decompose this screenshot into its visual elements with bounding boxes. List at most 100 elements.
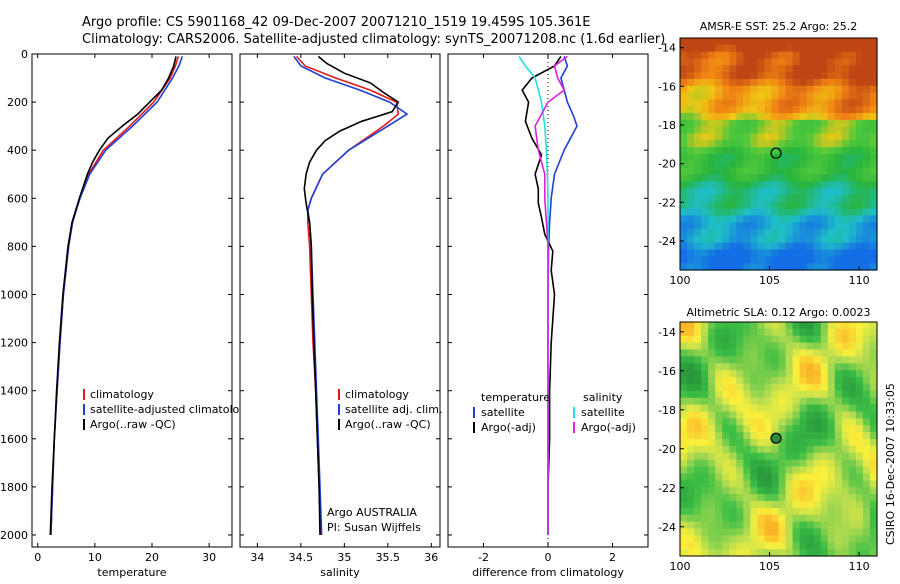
sla_map-cell: [799, 459, 808, 468]
sla_map-cell: [694, 383, 702, 392]
sst_map-cell: [862, 147, 871, 155]
sst_map-cell: [680, 188, 688, 196]
sla_map-cell: [813, 432, 822, 440]
sst_map-cell: [708, 38, 716, 46]
sla_map-cell: [855, 494, 864, 502]
sla_map-cell: [869, 473, 878, 481]
sla_map-cell: [715, 487, 723, 495]
sst_map-cell: [862, 126, 871, 135]
sla_map-cell: [869, 363, 878, 371]
sla_map-cell: [764, 452, 773, 461]
salinity-legend-label: climatology: [345, 388, 409, 401]
sla_map-cell: [715, 542, 723, 550]
sla_map-cell: [771, 322, 780, 330]
sla_map-cell: [834, 404, 843, 413]
sla_map-cell: [701, 349, 709, 358]
sla_map-cell: [862, 452, 871, 461]
sst_map-cell: [799, 256, 808, 264]
sst_map-cell: [687, 119, 695, 128]
sla_map-cell: [701, 473, 709, 481]
sst_map-cell: [736, 235, 744, 244]
sst_map-cell: [827, 263, 836, 271]
sst_map-cell: [715, 188, 723, 196]
sst_map-cell: [687, 44, 695, 53]
sla_map-cell: [820, 549, 829, 557]
sla_map-cell: [722, 542, 730, 550]
sla_map-cell: [806, 549, 815, 557]
sst_map-cell: [834, 140, 843, 148]
sst_map-cell: [750, 208, 758, 217]
sst_map-cell: [785, 119, 794, 128]
sst_map-cell: [799, 215, 808, 223]
sst_map-cell: [855, 160, 864, 169]
sst_map-cell: [785, 51, 794, 60]
sla_map-cell: [806, 411, 815, 419]
sst_map-cell: [869, 140, 878, 148]
sst_map-cell: [855, 194, 864, 203]
sla_map-cell: [799, 542, 808, 550]
sla_map-cell: [827, 487, 836, 495]
sst_map-cell: [680, 113, 688, 121]
temperature-xtick-label: 20: [145, 551, 159, 564]
sst_map-cell: [750, 160, 758, 169]
sst_map-ytick-label: -18: [658, 119, 676, 132]
sla_map-cell: [827, 363, 836, 371]
sst_map-cell: [827, 160, 836, 169]
sla_map-cell: [687, 500, 695, 509]
sla_map-cell: [680, 500, 688, 509]
sst_map-cell: [701, 194, 709, 203]
sst_map-cell: [750, 235, 758, 244]
sst_map-cell: [813, 119, 822, 128]
sla_map-cell: [785, 473, 794, 481]
sst_map-cell: [715, 194, 723, 203]
sst_map-cell: [694, 256, 702, 264]
sst_map-cell: [715, 174, 723, 182]
sst_map-cell: [687, 147, 695, 155]
sla_map-cell: [771, 425, 780, 433]
sla_map-cell: [799, 363, 808, 371]
sla_map-cell: [813, 473, 822, 481]
sla_map-cell: [834, 439, 843, 447]
sst_map-cell: [687, 65, 695, 73]
sla_map-cell: [694, 349, 702, 358]
sst_map-cell: [764, 208, 773, 217]
sla_map-cell: [848, 425, 857, 433]
sst_map-cell: [750, 140, 758, 148]
sla_map-cell: [820, 356, 829, 364]
sst_map-cell: [806, 242, 815, 251]
sst_map-cell: [729, 242, 737, 251]
sst_map-cell: [813, 256, 822, 264]
sst_map-cell: [820, 58, 829, 66]
sst_map-cell: [750, 229, 758, 237]
sla_map-cell: [869, 356, 878, 364]
sla_map-cell: [736, 452, 744, 461]
sst_map-cell: [764, 140, 773, 148]
temperature-legend-label: climatology: [90, 388, 154, 401]
sst_map-cell: [750, 222, 758, 230]
sst_map-cell: [680, 65, 688, 73]
sla_map-cell: [799, 507, 808, 516]
sla_map-cell: [806, 390, 815, 399]
sla_map-cell: [834, 370, 843, 378]
sla_map-cell: [729, 459, 737, 468]
sla_map-cell: [764, 549, 773, 557]
sst_map-cell: [743, 92, 751, 101]
sla_map-cell: [729, 487, 737, 495]
sla_map-cell: [764, 377, 773, 385]
sst_map-cell: [764, 106, 773, 114]
sst_map-cell: [715, 249, 723, 257]
sst_map-cell: [701, 92, 709, 101]
sla_map-cell: [736, 370, 744, 378]
sla_map-cell: [813, 335, 822, 344]
sst_map-cell: [722, 58, 730, 66]
sla_map-cell: [757, 411, 766, 419]
sst_map-cell: [750, 126, 758, 135]
sst_map-cell: [680, 58, 688, 66]
sst_map-cell: [764, 160, 773, 169]
sst_map-cell: [680, 38, 688, 46]
sst_map-cell: [722, 99, 730, 107]
sla_map-cell: [806, 521, 815, 530]
sst_map-cell: [834, 235, 843, 244]
sla_map-cell: [701, 542, 709, 550]
sla_map-cell: [722, 377, 730, 385]
